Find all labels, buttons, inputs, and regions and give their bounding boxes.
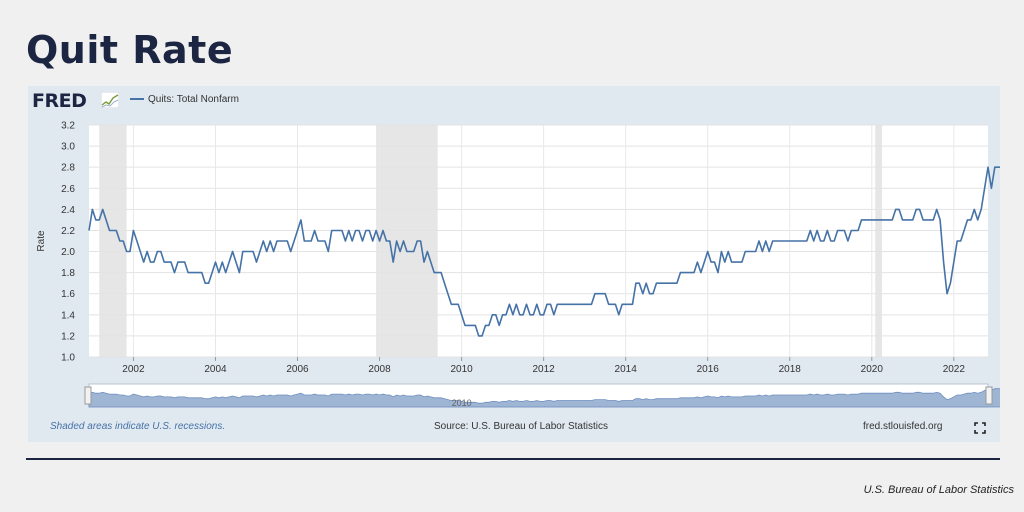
page-title: Quit Rate — [26, 28, 234, 72]
fred-url[interactable]: fred.stlouisfed.org — [863, 421, 943, 432]
y-tick-label: 2.6 — [61, 184, 75, 195]
y-tick-label: 2.4 — [61, 205, 75, 216]
chart-svg[interactable]: 1.0 1.2 1.4 1.6 1.8 2.0 2.2 2.4 2.6 2.8 3.0 3.2 2002… — [28, 86, 1000, 416]
x-tick-label: 2006 — [286, 364, 309, 375]
y-tick-label: 2.0 — [61, 247, 75, 258]
x-tick-label: 2010 — [450, 364, 473, 375]
y-tick-label: 3.0 — [61, 142, 75, 153]
x-tick-label: 2002 — [122, 364, 145, 375]
divider — [26, 458, 1000, 460]
recession-band-2 — [875, 125, 883, 357]
y-tick-label: 1.4 — [61, 310, 75, 321]
series-line-quits — [88, 166, 1000, 337]
source-note: Source: U.S. Bureau of Labor Statistics — [434, 421, 608, 432]
recession-band-1 — [376, 125, 438, 357]
plot-background — [89, 125, 988, 357]
x-tick-label: 2020 — [861, 364, 884, 375]
y-tick-label: 1.6 — [61, 289, 75, 300]
y-axis-label: Rate — [36, 230, 47, 252]
legend-line-swatch — [130, 98, 144, 101]
x-tick-label: 2018 — [779, 364, 802, 375]
navigator-handle-right[interactable] — [985, 386, 993, 405]
y-tick-label: 1.8 — [61, 268, 75, 279]
y-tick-label: 1.0 — [61, 353, 75, 364]
fullscreen-icon[interactable] — [974, 422, 986, 434]
fred-logo-graph-icon — [101, 92, 119, 108]
source-credit: U.S. Bureau of Labor Statistics — [863, 484, 1014, 496]
recession-note: Shaded areas indicate U.S. recessions. — [50, 421, 226, 432]
x-tick-label: 2022 — [943, 364, 966, 375]
x-tick-label: 2008 — [368, 364, 391, 375]
legend-label: Quits: Total Nonfarm — [148, 94, 239, 105]
y-tick-label: 2.8 — [61, 163, 75, 174]
y-tick-label: 2.2 — [61, 226, 75, 237]
y-tick-label: 1.2 — [61, 331, 75, 342]
chart-legend[interactable]: Quits: Total Nonfarm — [130, 94, 239, 105]
x-tick-label: 2014 — [615, 364, 638, 375]
fred-logo[interactable]: FRED — [32, 90, 87, 112]
x-tick-label: 2004 — [204, 364, 227, 375]
navigator-label: 2010 — [452, 398, 472, 408]
x-tick-label: 2016 — [697, 364, 720, 375]
x-tick-label: 2012 — [533, 364, 556, 375]
navigator-handle-left[interactable] — [84, 386, 92, 405]
y-tick-label: 3.2 — [61, 121, 75, 132]
navigator-series-area — [88, 388, 1000, 408]
